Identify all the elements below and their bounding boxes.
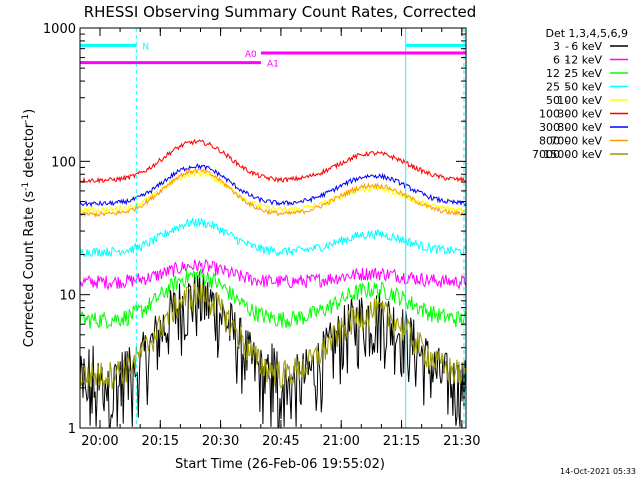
legend-dash: -: [565, 54, 569, 67]
chart-title: RHESSI Observing Summary Count Rates, Co…: [84, 3, 477, 21]
series-line: [79, 283, 467, 390]
legend-range-low: 6: [553, 54, 560, 67]
legend-header: Det 1,3,4,5,6,9: [545, 27, 628, 40]
series-line: [79, 217, 467, 258]
legend-range-high: 7000 keV: [550, 135, 602, 148]
flag-label: A1: [267, 60, 279, 70]
y-label-end: ): [22, 109, 37, 114]
legend-range-low: 12: [546, 67, 560, 80]
y-tick-label: 10: [59, 289, 76, 304]
legend-range-high: 800 keV: [557, 121, 602, 134]
legend-dash: -: [565, 108, 569, 121]
y-tick-label: 1000: [43, 22, 76, 37]
y-axis-label: Corrected Count Rate (s-1 detector-1): [21, 109, 37, 347]
legend-range-low: 50: [546, 94, 560, 107]
x-tick-label: 20:45: [262, 434, 299, 449]
legend-range-high: 15000 keV: [543, 148, 602, 161]
footer-timestamp: 14-Oct-2021 05:33: [560, 467, 636, 476]
flag-label: N: [142, 42, 149, 52]
y-label-main: Corrected Count Rate (s: [22, 191, 37, 348]
y-tick-label: 1: [68, 422, 76, 437]
marker-layer: N A0 A1: [79, 28, 466, 428]
legend-dash: -: [565, 94, 569, 107]
legend-range-high: 12 keV: [564, 54, 602, 67]
legend-range-low: 3: [553, 40, 560, 53]
legend-range-low: 100: [539, 108, 560, 121]
series-line: [79, 138, 467, 184]
x-axis-ticks: 20:00 20:15 20:30 20:45 21:00 21:15 21:30: [81, 28, 481, 449]
x-tick-label: 20:15: [142, 434, 179, 449]
flag-label: A0: [245, 50, 257, 60]
series-line: [79, 163, 467, 208]
plot-frame: [79, 27, 467, 429]
x-tick-label: 21:15: [383, 434, 420, 449]
x-tick-label: 21:00: [322, 434, 359, 449]
y-axis-ticks: 1 10 100 1000: [43, 22, 466, 437]
legend-dash: -: [565, 135, 569, 148]
legend-range-high: 50 keV: [564, 81, 602, 94]
legend-dash: -: [565, 40, 569, 53]
x-axis-label: Start Time (26-Feb-06 19:55:02): [175, 457, 385, 472]
legend-range-high: 6 keV: [571, 40, 602, 53]
x-tick-label: 21:30: [443, 434, 480, 449]
series-line: [79, 258, 467, 291]
series-line: [79, 168, 467, 219]
series-line: [79, 271, 467, 428]
legend-range-low: 7000: [532, 148, 560, 161]
legend-range-low: 800: [539, 135, 560, 148]
legend-dash: -: [565, 121, 569, 134]
y-label-sup2: -1: [21, 114, 31, 123]
legend-range-high: 100 keV: [557, 94, 602, 107]
legend-range-high: 300 keV: [557, 108, 602, 121]
y-tick-label: 100: [51, 155, 76, 170]
legend-dash: -: [565, 67, 569, 80]
x-tick-label: 20:30: [202, 434, 239, 449]
y-label-mid: detector: [22, 122, 37, 182]
series-line: [79, 168, 467, 215]
series-layer: [79, 138, 467, 428]
series-line: [79, 268, 467, 330]
legend-dash: -: [565, 148, 569, 161]
y-label-sup1: -1: [21, 182, 31, 191]
legend-range-low: 300: [539, 121, 560, 134]
legend-range-low: 25: [546, 81, 560, 94]
legend-range-high: 25 keV: [564, 67, 602, 80]
legend-dash: -: [565, 81, 569, 94]
x-tick-label: 20:00: [81, 434, 118, 449]
